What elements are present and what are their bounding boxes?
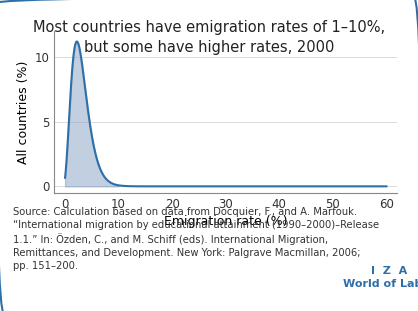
Text: Source: Calculation based on data from Docquier, F., and A. Marfouk.
“Internatio: Source: Calculation based on data from D… (13, 207, 379, 271)
Y-axis label: All countries (%): All countries (%) (18, 60, 31, 164)
Text: I  Z  A
World of Labor: I Z A World of Labor (343, 266, 418, 289)
X-axis label: Emigration rate (%): Emigration rate (%) (164, 215, 288, 228)
Text: Most countries have emigration rates of 1–10%,
but some have higher rates, 2000: Most countries have emigration rates of … (33, 20, 385, 55)
